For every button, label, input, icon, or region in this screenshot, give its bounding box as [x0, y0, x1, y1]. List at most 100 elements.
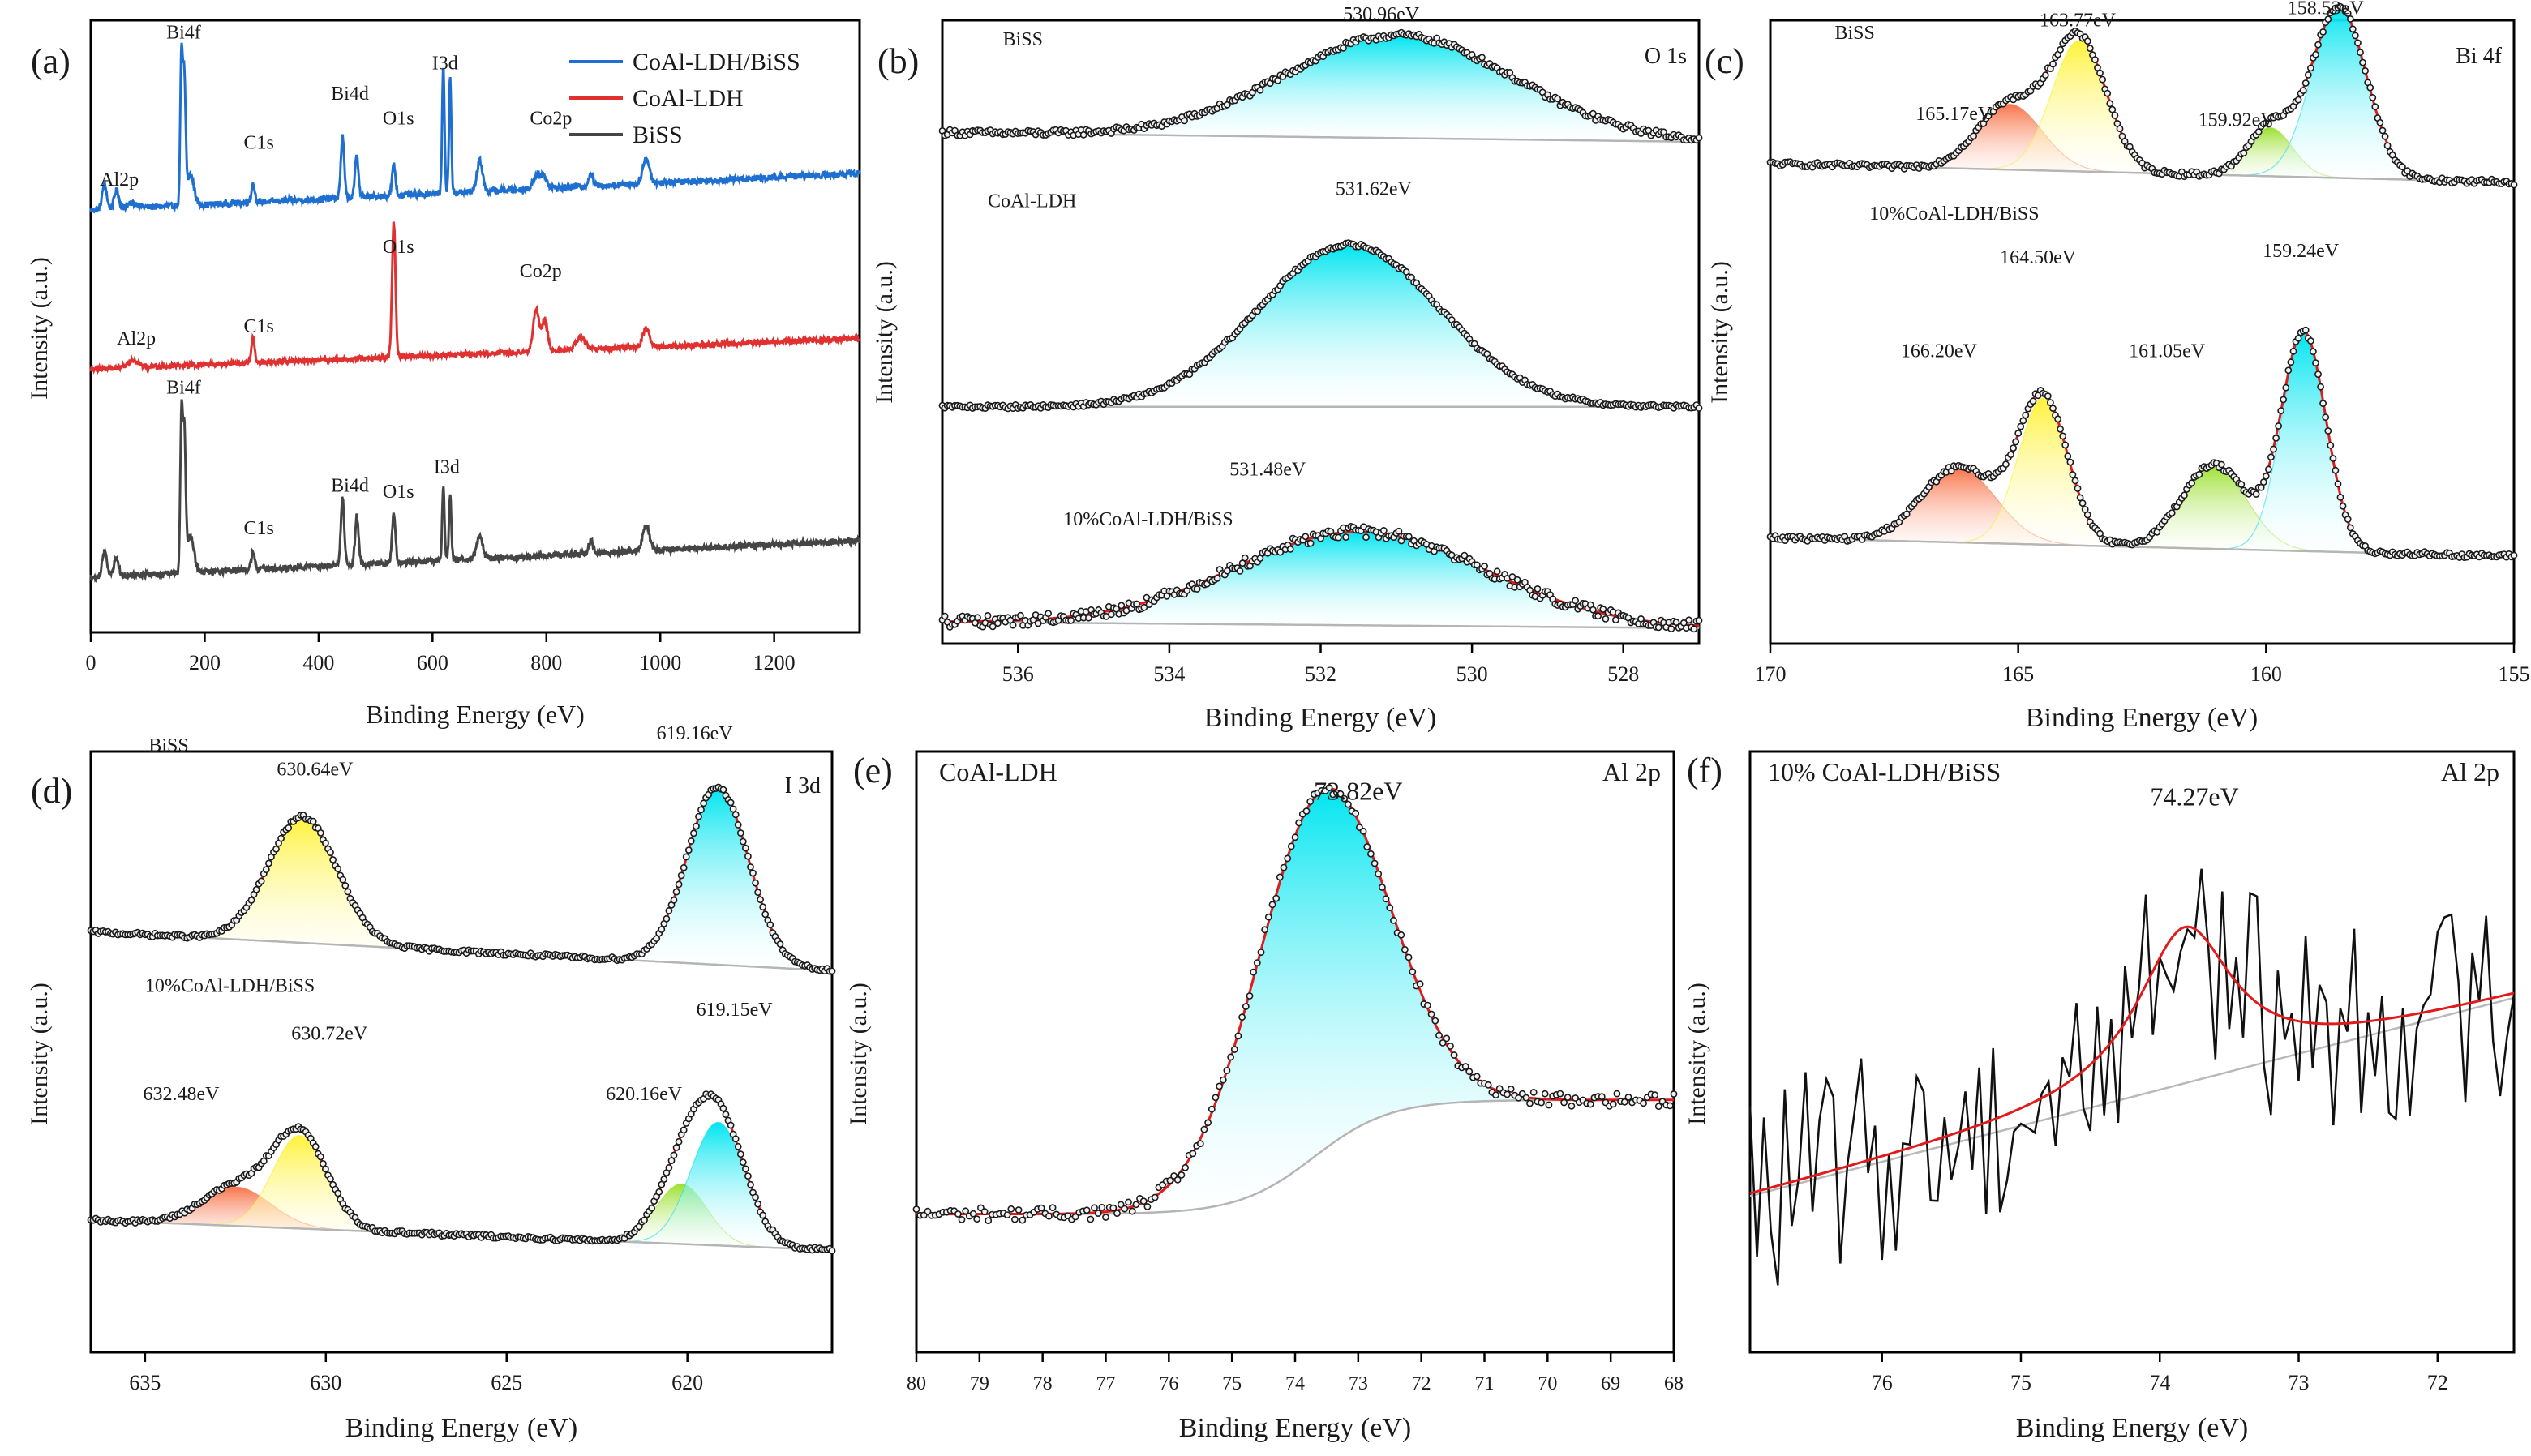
panel-b-group-2-point [1534, 585, 1542, 593]
panel-c-xtick-label-0: 170 [1755, 662, 1787, 686]
panel-b-group-0-point [1340, 44, 1347, 52]
panel-b-group-2-point [1133, 600, 1140, 608]
panel-e-group-0-point [1564, 1094, 1572, 1101]
panel-c-group-1-point [2066, 458, 2074, 466]
panel-e-xtick-label-11: 69 [1601, 1373, 1620, 1394]
panel-b-group-2-point [1695, 616, 1703, 624]
panel-c-group-0-peak-label-2: 159.92eV [2199, 110, 2276, 131]
panel-e-group-0-point [1087, 1215, 1095, 1223]
panel-d-group-1-point [655, 1188, 663, 1196]
panel-e-group-0-point [973, 1215, 981, 1223]
panel-b-group-2-point [1302, 533, 1310, 541]
panel-e-group-0-point [1670, 1090, 1678, 1098]
panel-f-ylabel: Intensity (a.u.) [1684, 983, 1710, 1125]
panel-f-corner-label: Al 2p [2441, 757, 2499, 786]
panel-d-group-1-point [311, 1142, 320, 1150]
panel-b-group-0-point [1181, 117, 1188, 125]
panel-d-group-1-point [754, 1200, 761, 1208]
panel-b-group-2-peak-label: 531.48eV [1229, 459, 1306, 480]
panel-c-group-0-point [1970, 132, 1977, 140]
panel-c-group-1-point [2001, 460, 2010, 469]
panel-c-group-0-point [2353, 39, 2362, 47]
panel-c-ylabel: Intensity (a.u.) [1706, 261, 1733, 404]
panel-e-group-0-point [1049, 1204, 1057, 1211]
panel-d-group-0-point [309, 817, 317, 825]
panel-c-group-1-point [2083, 511, 2091, 519]
panel-d-group-0-point [684, 846, 693, 854]
panel-e-group-0-point [1182, 1163, 1189, 1171]
panel-e-group-0-point [1250, 968, 1257, 976]
panel-b-group-2-point [1362, 533, 1370, 542]
panel-d-group-1-data-points [87, 1090, 836, 1255]
panel-c-group-1-point [2071, 477, 2079, 485]
panel-d-group-1: 10%CoAl-LDH/BiSS 632.48eV 630.72eV 620.16eV… [87, 975, 836, 1255]
panel-d-group-0-point [687, 837, 695, 845]
panel-c-group-0-point [2366, 84, 2374, 92]
panel-e-group-0-point [1306, 798, 1315, 806]
panel-c-group-1-point [2280, 396, 2288, 404]
panel-c-group-1-peak-label-3: 159.24eV [2263, 241, 2340, 262]
panel-e-group-0-point [1443, 1034, 1451, 1043]
panel-e-group-0-point [1416, 980, 1424, 988]
legend-text-biss: BiSS [633, 122, 683, 148]
panel-e-group-0-point [1336, 790, 1345, 798]
panel-d-group-0-point [752, 879, 759, 887]
panel-e-group-0-point [954, 1210, 962, 1218]
panel-f: 76 75 74 73 72 74.27eV (f) 10% CoAl-LDH/BiSS… [1684, 750, 2516, 1443]
annotation-c1s-14: C1s [243, 518, 273, 539]
panel-b-group-2-point [1493, 567, 1501, 576]
panel-c-corner-label: Bi 4f [2456, 44, 2502, 69]
panel-c-xtick-label-3: 155 [2499, 662, 2530, 686]
panel-c-group-1-point [2329, 455, 2337, 462]
panel-e-group-0-point [1382, 895, 1390, 903]
panel-e-xtick-label-0: 80 [907, 1373, 926, 1394]
panel-b-xtick-label-1: 534 [1153, 662, 1185, 686]
panel-c-group-0-point [2346, 15, 2354, 23]
panel-e-group-0-point [1291, 833, 1299, 841]
panel-b-group-0-peak-label: 530.96eV [1343, 4, 1420, 25]
panel-d-group-1-point [675, 1137, 683, 1146]
panel-c-group-1-point [2061, 441, 2070, 449]
panel-b-xtick-label-4: 528 [1607, 662, 1639, 686]
panel-e-group-0-point [1083, 1206, 1091, 1214]
panel-c-group-0-point [2381, 132, 2389, 140]
panel-c-group-0-point [2344, 10, 2352, 17]
panel-c-group-1-point [2012, 438, 2019, 446]
panel-e-group-0-data-points [912, 784, 1678, 1224]
panel-d-group-0-point [252, 885, 260, 893]
annotation-al2p-9: Al2p [117, 328, 156, 349]
panel-c-group-1-point [2237, 481, 2246, 488]
raw-data-line [1748, 868, 2516, 1286]
panel-c-group-1-point [2289, 347, 2297, 355]
panel-e-group-0-point [1572, 1094, 1579, 1102]
panel-e-group-0-point [1439, 1039, 1447, 1047]
panel-b-group-0-point [1695, 134, 1703, 142]
panel-c-group-1-point [2314, 370, 2322, 378]
panel-e-group-0-point [1071, 1213, 1079, 1221]
panel-c-group-1-point [2059, 432, 2067, 440]
panel-e: 80 79 78 77 76 75 74 73 72 71 70 69 68 73.82eV (e) C… [845, 750, 1684, 1443]
panel-b-group-1-point [1695, 405, 1703, 412]
panel-d-group-0-point [727, 799, 735, 807]
panel-a-ylabel: Intensity (a.u.) [26, 257, 53, 400]
series-coal-ldh [89, 221, 861, 375]
panel-c-group-1-point [2046, 399, 2054, 406]
panel-d-group-1-point [665, 1164, 673, 1171]
panel-a-frame [89, 19, 861, 634]
panel-c-group-1-peak-label-0: 166.20eV [1901, 340, 1978, 362]
panel-b-group-2-point [941, 612, 949, 620]
panel-e-group-0-point [1227, 1053, 1234, 1061]
panel-c-group-0-point [2301, 79, 2310, 87]
panel-b-group-2-point [974, 614, 981, 622]
panel-e-ylabel: Intensity (a.u.) [845, 983, 872, 1125]
annotation-o1s-13: O1s [383, 482, 414, 503]
panel-b-xtick-label-0: 536 [1002, 662, 1034, 686]
panel-c-group-0-point [2351, 32, 2359, 40]
panel-b-group-2-point [1513, 576, 1521, 584]
panel-e-group-0-point [1037, 1204, 1045, 1212]
panel-b-plot: BiSS 530.96eV CoAl-LDH 531.62eV 10%CoAl-LDH/… [938, 4, 1703, 633]
panel-e-group-0-point [1651, 1091, 1659, 1099]
panel-e-xtick-label-8: 72 [1412, 1373, 1431, 1394]
panel-f-xtick-label-1: 75 [2010, 1371, 2031, 1394]
panel-c-group-0-point [2314, 41, 2322, 49]
